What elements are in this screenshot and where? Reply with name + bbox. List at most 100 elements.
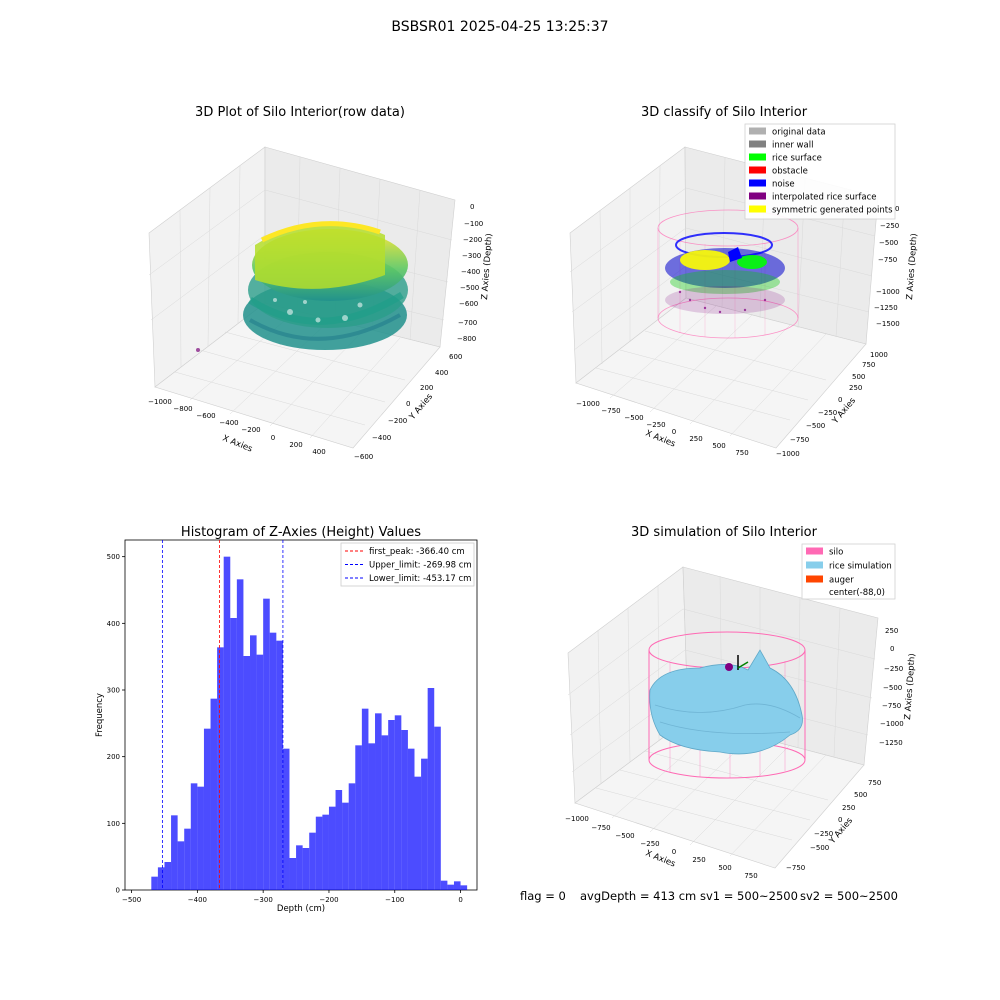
legend-entry: auger (806, 575, 854, 586)
histogram-bar (210, 698, 218, 890)
histogram-y-ticks: 0 100 200 300 400 500 (107, 553, 125, 895)
tick-label: 1000 (870, 351, 888, 359)
legend-label: original data (772, 128, 826, 138)
tick-label: −500 (460, 284, 479, 292)
classify-plot-title: 3D classify of Silo Interior (641, 105, 808, 120)
histogram-bar (355, 745, 362, 890)
legend-label: inner wall (772, 141, 813, 151)
legend-label: center(-88,0) (829, 588, 885, 598)
classify-legend: original data inner wall rice surface ob… (744, 123, 896, 220)
histogram-bar (177, 841, 185, 890)
avg-depth-status: avgDepth = 413 cm (580, 889, 696, 903)
raw-data-y-axis-label: Y Axies (407, 392, 435, 423)
y-tick-label: 0 (116, 887, 120, 895)
x-tick-label: 0 (458, 896, 462, 904)
tick-label: −600 (459, 300, 478, 308)
legend-label: auger (829, 576, 854, 586)
histogram-bar (440, 880, 448, 890)
histogram-bar (421, 758, 428, 890)
raw-data-y-ticks: −600 −400 −200 0 200 400 600 (354, 353, 462, 461)
histogram-bar (223, 556, 231, 890)
histogram-bar (151, 876, 158, 890)
tick-label: −700 (458, 319, 477, 327)
tick-label: −750 (790, 436, 809, 444)
histogram-bar (250, 635, 257, 890)
tick-label: 0 (838, 396, 842, 404)
depth-histogram: Histogram of Z-Axies (Height) Values −50… (95, 525, 478, 914)
legend-label: rice surface (772, 154, 822, 164)
tick-label: −400 (461, 268, 480, 276)
figure-suptitle: BSBSR01 2025-04-25 13:25:37 (391, 19, 608, 35)
histogram-x-ticks: −500 −400 −300 −200 −100 0 (122, 890, 463, 904)
histogram-bar (348, 783, 356, 890)
histogram-bar (190, 783, 198, 890)
simulation-z-ticks: 250 0 −250 −500 −750 −1000 −1250 (879, 627, 904, 747)
simulation-silo-and-rice (648, 631, 806, 779)
histogram-reference-lines (161, 540, 284, 890)
tick-label: −250 (640, 840, 659, 848)
tick-label: 250 (842, 804, 855, 812)
histogram-bar (407, 748, 415, 890)
histogram-bar (315, 816, 323, 890)
histogram-bar (335, 790, 343, 890)
histogram-bar (157, 867, 165, 890)
raw-data-z-ticks: 0 −100 −200 −300 −400 −500 −600 −700 −80… (457, 203, 483, 343)
raw-data-x-axis-label: X Axies (221, 434, 254, 455)
tick-label: −800 (457, 335, 476, 343)
histogram-bar (375, 713, 382, 890)
x-tick-label: −400 (188, 896, 207, 904)
tick-label: −500 (624, 414, 643, 422)
tick-label: −750 (786, 864, 805, 872)
tick-label: 750 (868, 779, 881, 787)
simulation-legend: silo rice simulation auger center(-88,0) (801, 543, 896, 600)
histogram-bar (447, 884, 454, 890)
tick-label: 500 (718, 864, 731, 872)
tick-label: −600 (354, 453, 373, 461)
histogram-bar (269, 632, 277, 890)
histogram-bar (282, 748, 290, 890)
tick-label: 750 (735, 449, 748, 457)
tick-label: −750 (591, 824, 610, 832)
histogram-bar (342, 802, 349, 890)
classify-z-axis-label: Z Axies (Depth) (905, 233, 920, 300)
tick-label: 750 (744, 872, 757, 880)
tick-label: −200 (241, 426, 260, 434)
histogram-bar (368, 743, 376, 890)
histogram-legend: first_peak: -366.40 cm Upper_limit: -269.… (340, 542, 475, 587)
tick-label: −800 (173, 405, 192, 413)
x-tick-label: −300 (254, 896, 273, 904)
raw-data-3d-plot: 3D Plot of Silo Interior(row data) (148, 105, 494, 461)
flag-status: flag = 0 (520, 889, 566, 903)
legend-label: noise (772, 180, 795, 190)
histogram-bar (230, 618, 237, 890)
tick-label: 250 (849, 384, 862, 392)
raw-data-point-cloud (196, 221, 408, 352)
tick-label: −400 (372, 434, 391, 442)
tick-label: −400 (219, 419, 238, 427)
x-tick-label: −100 (385, 896, 404, 904)
tick-label: −750 (601, 407, 620, 415)
tick-label: −200 (388, 417, 407, 425)
tick-label: −1000 (576, 400, 600, 408)
sv1-status: sv1 = 500~2500 (700, 889, 798, 903)
histogram-bar (256, 654, 264, 890)
tick-label: −500 (883, 684, 902, 692)
tick-label: 750 (862, 361, 875, 369)
histogram-bar (184, 828, 191, 890)
histogram-bar (394, 715, 402, 890)
legend-entry: interpolated rice surface (749, 192, 877, 203)
tick-label: −250 (818, 409, 837, 417)
y-tick-label: 200 (107, 753, 120, 761)
y-tick-label: 500 (107, 553, 120, 561)
tick-label: −500 (879, 239, 898, 247)
legend-entry: rice surface (749, 153, 822, 164)
tick-label: 0 (406, 400, 410, 408)
tick-label: −500 (810, 844, 829, 852)
tick-label: −1000 (876, 288, 900, 296)
classify-x-ticks: −1000 −750 −500 −250 0 250 500 750 (576, 400, 749, 457)
legend-entry: inner wall (749, 140, 813, 151)
tick-label: 400 (435, 369, 448, 377)
legend-entry: obstacle (749, 166, 808, 177)
legend-entry: rice simulation (806, 561, 892, 572)
